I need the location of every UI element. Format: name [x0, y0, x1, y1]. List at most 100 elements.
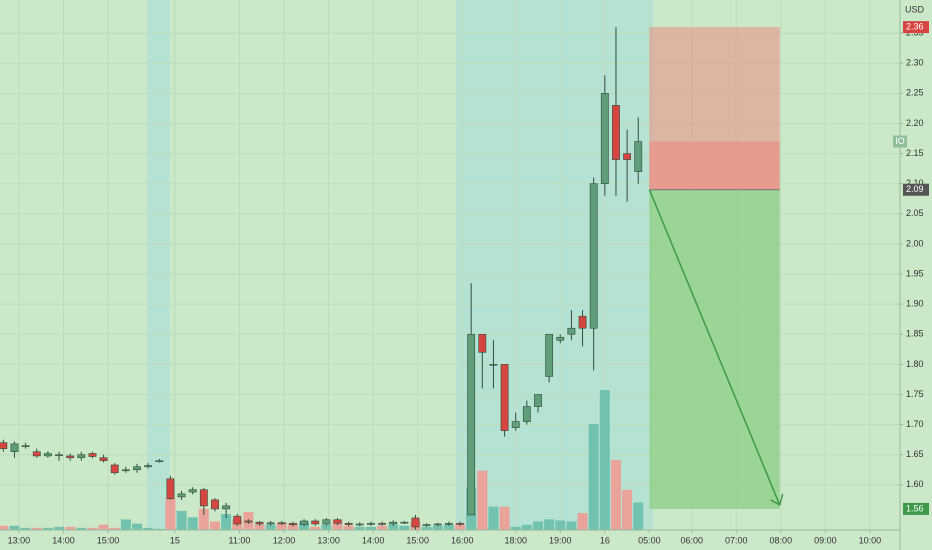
volume-bar: [388, 524, 399, 530]
candle-body: [155, 460, 164, 463]
y-tick-label: 1.75: [906, 389, 924, 399]
candle-body: [222, 505, 231, 510]
volume-bar: [276, 522, 287, 530]
candle-body: [578, 315, 587, 329]
candle-body: [277, 522, 286, 525]
candle-body: [188, 489, 197, 493]
volume-bar: [109, 527, 120, 530]
y-tick-label: 2.30: [906, 58, 924, 68]
candle-body: [289, 523, 297, 525]
candle-body: [634, 141, 643, 172]
volume-bar: [521, 524, 532, 530]
price-label-box: [903, 183, 929, 196]
volume-bar: [20, 527, 31, 530]
candle-body: [55, 454, 63, 457]
candle-body: [467, 333, 476, 516]
volume-bar: [365, 526, 376, 530]
x-tick-label: 13:00: [8, 535, 31, 545]
candle-body: [456, 523, 464, 525]
candle-body: [378, 523, 386, 525]
candle-body: [255, 521, 264, 525]
candle-body: [389, 521, 398, 525]
candle-body: [311, 520, 320, 525]
volume-bar: [622, 489, 633, 530]
candle-body: [545, 333, 554, 377]
candle-body: [133, 466, 141, 471]
price-label: 2.09: [906, 184, 924, 194]
candle-body: [10, 443, 19, 453]
volume-bar: [633, 502, 644, 530]
symbol-label-box: [893, 135, 907, 148]
price-label: 1.56: [906, 503, 924, 513]
candle-body: [88, 453, 97, 457]
candle-body: [500, 364, 509, 431]
volume-bar: [488, 506, 499, 530]
x-tick-label: 10:00: [859, 535, 882, 545]
y-tick-label: 1.90: [906, 299, 924, 309]
candle-body: [77, 454, 86, 459]
volume-bar: [31, 527, 42, 530]
candle-body: [567, 327, 576, 335]
y-tick-label: 1.70: [906, 419, 924, 429]
price-label: 2.36: [906, 21, 924, 31]
session-shade: [147, 0, 170, 530]
candle-body: [522, 406, 531, 422]
y-tick-label: 2.20: [906, 118, 924, 128]
volume-bar: [120, 519, 131, 530]
volume-bar: [321, 524, 332, 530]
y-tick-label: 1.65: [906, 449, 924, 459]
volume-bar: [176, 510, 187, 530]
volume-bar: [532, 521, 544, 530]
price-label-box: [903, 502, 929, 515]
candle-body: [478, 333, 487, 353]
volume-bar: [9, 525, 20, 530]
position-tool: [648, 27, 784, 509]
volume-bar: [499, 506, 510, 530]
y-tick-label: 1.85: [906, 329, 924, 339]
volume-bar: [0, 525, 9, 530]
volume-bar: [65, 526, 76, 530]
x-tick-label: 16:00: [451, 535, 474, 545]
volume-bar: [87, 527, 98, 530]
volume-bar: [42, 527, 53, 530]
volume-bar: [209, 521, 220, 530]
candle-body: [121, 469, 130, 472]
x-tick-label: 08:00: [770, 535, 793, 545]
candle-body: [99, 457, 108, 462]
candle-body: [444, 523, 453, 525]
candle-body: [400, 521, 409, 524]
volume-bar: [254, 524, 265, 530]
arrow: [648, 189, 784, 507]
x-tick-label: 18:00: [504, 535, 527, 545]
volume-bar: [265, 524, 276, 530]
candle-body: [43, 453, 52, 457]
volume-bar: [443, 524, 454, 530]
candle-body: [110, 464, 119, 474]
x-tick-label: 14:00: [52, 535, 75, 545]
currency: USD: [905, 4, 925, 14]
candle-body: [556, 336, 565, 341]
x-tick-label: 15:00: [97, 535, 120, 545]
volume-bar: [198, 508, 209, 530]
y-tick-label: 1.95: [906, 268, 924, 278]
x-tick-label: 15:00: [406, 535, 429, 545]
open-loss: [649, 141, 780, 190]
x-tick-label: 06:00: [680, 535, 703, 545]
candle-body: [366, 523, 375, 525]
volume-bar: [455, 523, 466, 530]
x-tick-label: 15: [170, 535, 180, 545]
price-label-box: [903, 21, 929, 34]
volume-bar: [477, 470, 488, 530]
x-tick-label: 13:00: [317, 535, 340, 545]
x-tick-label: 14:00: [362, 535, 385, 545]
x-tick-label: 19:00: [549, 535, 572, 545]
candle-body: [333, 519, 342, 524]
candle-body: [32, 451, 41, 457]
volume-bar: [432, 525, 443, 530]
x-tick-label: 16: [600, 535, 610, 545]
candle-body: [144, 465, 153, 468]
volume-bar: [599, 390, 610, 530]
volume-bar: [143, 527, 154, 530]
